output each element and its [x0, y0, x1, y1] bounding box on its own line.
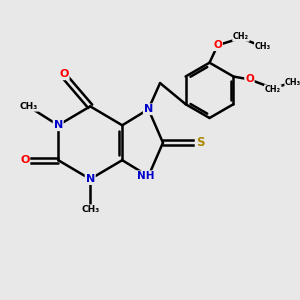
- Text: CH₂: CH₂: [265, 85, 281, 94]
- Text: CH₂: CH₂: [233, 32, 249, 41]
- Text: O: O: [59, 69, 69, 79]
- Text: CH₃: CH₃: [81, 205, 99, 214]
- Text: NH: NH: [137, 171, 154, 181]
- Text: O: O: [245, 74, 254, 84]
- Text: CH₃: CH₃: [255, 42, 271, 51]
- Text: N: N: [54, 120, 63, 130]
- Text: O: O: [20, 155, 29, 165]
- Text: CH₃: CH₃: [20, 102, 38, 111]
- Text: O: O: [213, 40, 222, 50]
- Text: N: N: [85, 174, 95, 184]
- Text: N: N: [144, 104, 153, 114]
- Text: S: S: [196, 136, 204, 149]
- Text: CH₃: CH₃: [285, 78, 300, 87]
